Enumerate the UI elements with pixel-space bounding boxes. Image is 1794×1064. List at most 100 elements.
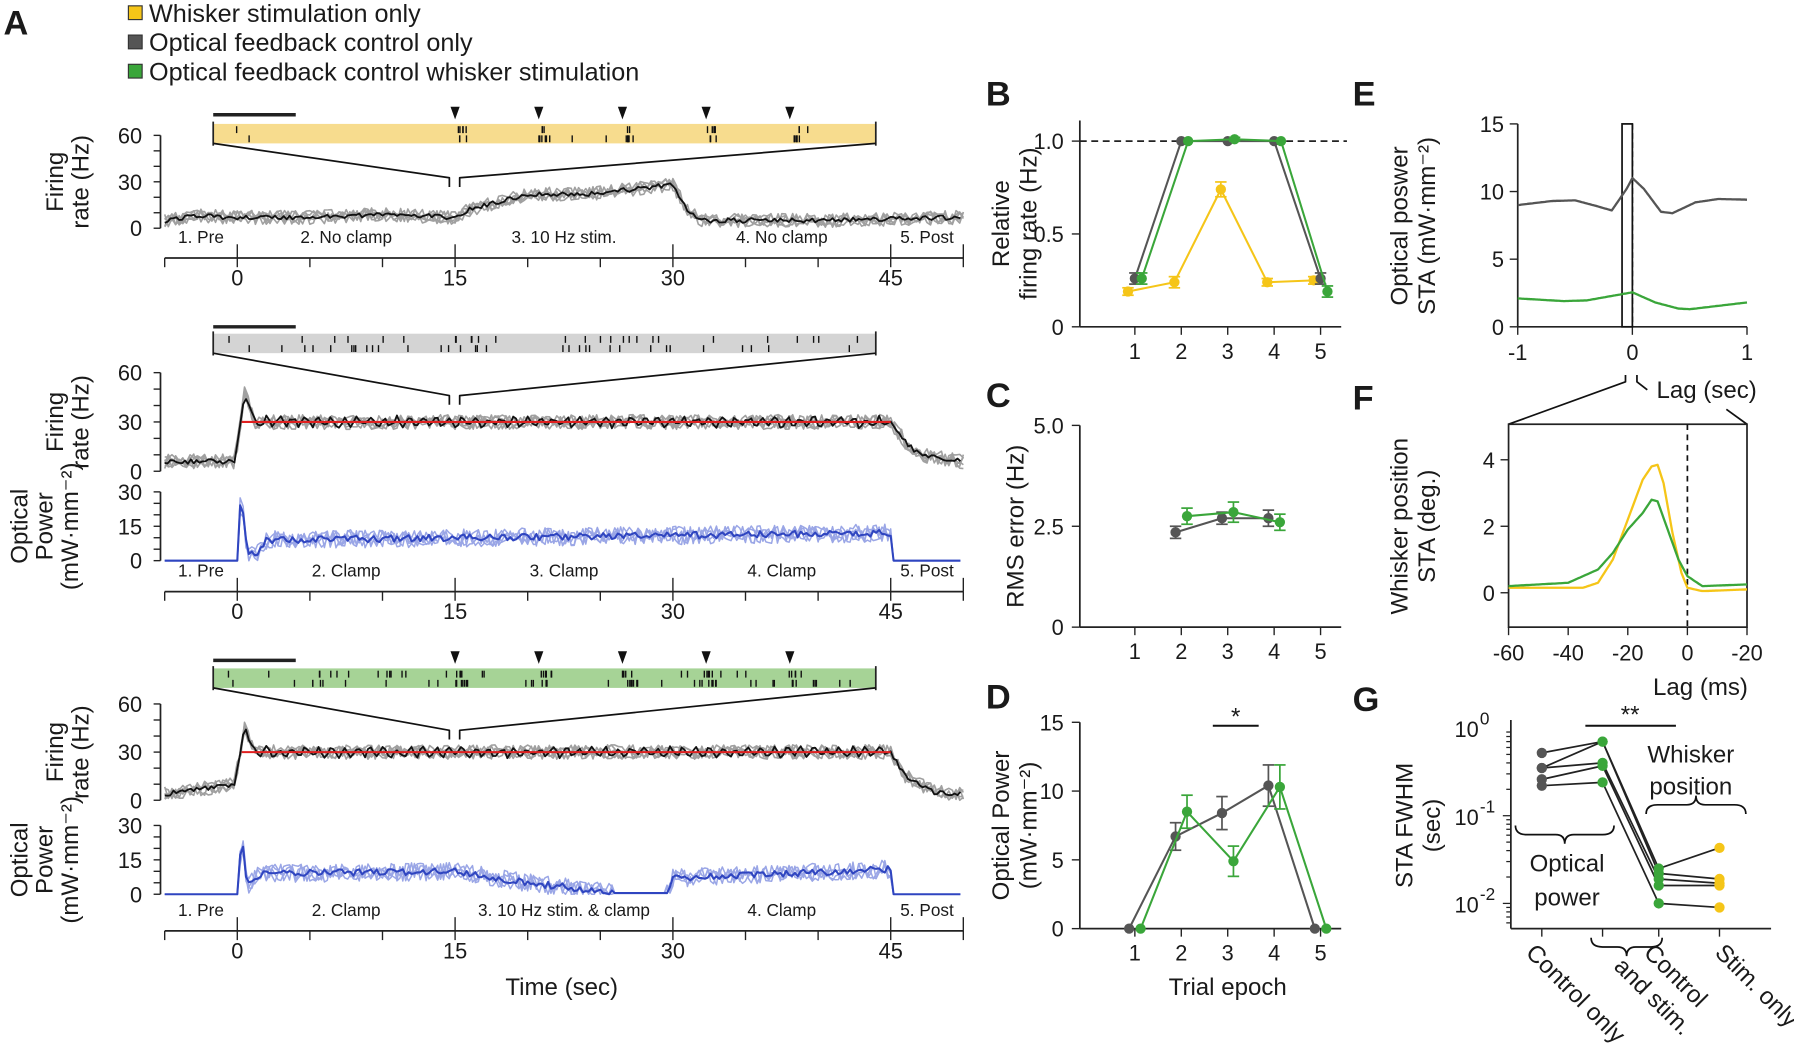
y-tick-label: 10 bbox=[1455, 893, 1479, 918]
y-tick-label: 0 bbox=[130, 882, 142, 907]
brace-control-and-stim bbox=[1590, 937, 1664, 957]
data-point bbox=[1169, 277, 1180, 288]
pair-line bbox=[1658, 878, 1720, 885]
panel-label: D bbox=[986, 679, 1011, 717]
data-point bbox=[1215, 184, 1226, 195]
y-tick-label: 30 bbox=[118, 480, 142, 505]
x-tick-label: 1 bbox=[1129, 639, 1141, 664]
data-point bbox=[1322, 286, 1333, 297]
epoch-label: 2. Clamp bbox=[312, 900, 381, 920]
x-tick-label: 1 bbox=[1129, 941, 1141, 966]
firing-rate-trial-trace bbox=[164, 725, 964, 800]
y-axis-label: RMS error (Hz) bbox=[1003, 445, 1030, 608]
stimulus-marker-icon bbox=[617, 106, 628, 120]
pair-line bbox=[1541, 740, 1603, 769]
x-tick-label: 15 bbox=[443, 599, 467, 624]
y-axis-label: Optical poswer bbox=[1387, 146, 1414, 305]
data-point bbox=[1653, 880, 1664, 891]
data-point bbox=[1275, 135, 1287, 147]
data-point bbox=[1136, 273, 1147, 284]
panel-label-g: G bbox=[1353, 681, 1380, 719]
x-tick-label: 45 bbox=[879, 599, 903, 624]
x-tick-label: 3 bbox=[1222, 639, 1234, 664]
data-point bbox=[1274, 781, 1286, 793]
x-tick-label: -20 bbox=[1612, 640, 1643, 665]
x-tick-label: 2 bbox=[1175, 639, 1187, 664]
y-tick-label: 30 bbox=[118, 740, 142, 765]
x-tick-label: 45 bbox=[879, 938, 903, 963]
legend-label: Optical feedback control only bbox=[149, 29, 473, 57]
y-tick-label: 1.0 bbox=[1034, 129, 1064, 154]
x-tick-label: Stim. only bbox=[1710, 939, 1794, 1033]
x-tick-label: 15 bbox=[443, 938, 467, 963]
zoom-line bbox=[458, 142, 876, 187]
optical-power-mean-trace bbox=[164, 845, 961, 896]
y-axis-label: Optical bbox=[7, 822, 34, 897]
data-point bbox=[1135, 923, 1146, 934]
x-tick-label: 0 bbox=[1626, 340, 1638, 365]
epoch-label: 3. 10 Hz stim. & clamp bbox=[478, 900, 650, 920]
x-tick-label: 5 bbox=[1315, 339, 1327, 364]
legend-swatch bbox=[127, 63, 143, 79]
y-tick-label: 60 bbox=[118, 123, 142, 148]
firing-rate-mean-trace bbox=[164, 728, 962, 797]
y-tick-label: 5 bbox=[1492, 247, 1504, 272]
y-tick-label: 60 bbox=[118, 692, 142, 717]
pair-line bbox=[1601, 765, 1660, 886]
zoom-line bbox=[213, 142, 451, 187]
y-tick-label: 10 bbox=[1455, 717, 1479, 742]
data-point bbox=[1263, 780, 1274, 791]
pair-line bbox=[1541, 765, 1603, 781]
optical-power-trial-trace bbox=[164, 512, 961, 562]
x-tick-label: 1 bbox=[1741, 340, 1753, 365]
y-axis-label: Power bbox=[32, 492, 59, 560]
group-label: Optical bbox=[1530, 850, 1605, 877]
data-point bbox=[1597, 736, 1608, 747]
zoom-line bbox=[458, 687, 876, 740]
data-point bbox=[1536, 762, 1547, 774]
y-axis-label: (mW·mm⁻²) bbox=[57, 462, 84, 590]
x-tick-label: 4 bbox=[1268, 941, 1280, 966]
stimulus-marker-icon bbox=[534, 651, 544, 664]
data-point bbox=[1183, 135, 1194, 147]
y-tick-label: 60 bbox=[118, 361, 142, 386]
zoom-line bbox=[1636, 374, 1648, 391]
y-tick-label: 2 bbox=[1483, 514, 1495, 539]
firing-rate-trial-trace bbox=[164, 731, 964, 800]
data-point bbox=[1597, 777, 1608, 788]
data-point bbox=[1229, 134, 1240, 145]
data-point bbox=[1714, 842, 1725, 854]
x-tick-label: 0 bbox=[231, 599, 243, 624]
y-tick-label: 5 bbox=[1052, 848, 1064, 873]
data-point bbox=[1714, 902, 1725, 913]
y-tick-label: 0 bbox=[130, 788, 142, 813]
epoch-label: 5. Post bbox=[900, 227, 954, 247]
firing-rate-trial-trace bbox=[164, 392, 965, 469]
stimulus-marker-icon bbox=[785, 106, 795, 120]
firing-rate-mean-trace bbox=[164, 182, 961, 224]
pair-line bbox=[1601, 781, 1660, 904]
y-axis-label: Power bbox=[32, 826, 59, 894]
sta-trace-green bbox=[1517, 291, 1748, 311]
y-axis-label: Optical bbox=[7, 489, 34, 564]
pair-line bbox=[1541, 781, 1603, 787]
data-point bbox=[1216, 807, 1228, 819]
pair-line bbox=[1541, 740, 1603, 754]
data-point bbox=[1181, 806, 1193, 817]
x-tick-label: -40 bbox=[1552, 640, 1583, 665]
epoch-label: 1. Pre bbox=[178, 227, 224, 247]
data-point bbox=[1170, 527, 1181, 538]
y-axis-label: (mW·mm⁻²) bbox=[57, 796, 84, 924]
y-tick-label: 0 bbox=[130, 549, 142, 574]
firing-rate-mean-trace bbox=[164, 398, 962, 465]
x-tick-label: 3 bbox=[1222, 339, 1234, 364]
legend-swatch bbox=[127, 5, 143, 21]
y-axis-label: firing rate (Hz) bbox=[1015, 147, 1042, 299]
epoch-label: 3. 10 Hz stim. bbox=[511, 227, 616, 247]
x-tick-label: 30 bbox=[661, 599, 685, 624]
y-tick-label: 30 bbox=[118, 813, 142, 838]
group-label: power bbox=[1534, 885, 1600, 912]
group-label: Whisker bbox=[1647, 741, 1734, 768]
data-point bbox=[1536, 747, 1547, 759]
